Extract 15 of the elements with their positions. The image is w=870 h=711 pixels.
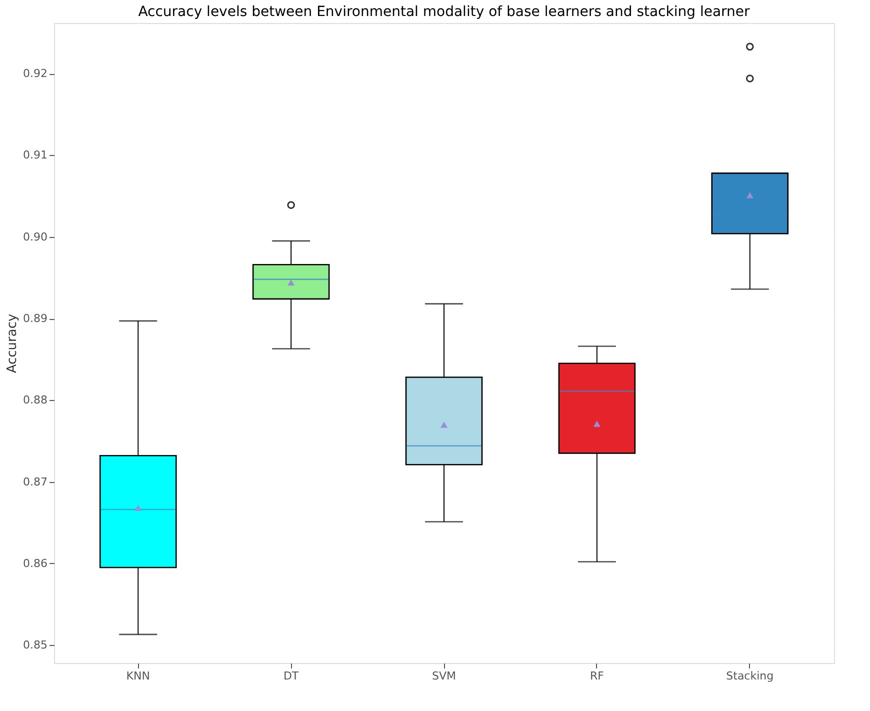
y-tick-label: 0.91 bbox=[23, 148, 48, 162]
y-axis-title: Accuracy bbox=[5, 314, 20, 374]
x-tick-label: DT bbox=[283, 670, 299, 682]
y-tick-label: 0.89 bbox=[23, 312, 48, 326]
x-tick-label: KNN bbox=[126, 670, 150, 682]
x-tick-label: RF bbox=[590, 670, 604, 682]
y-tick-label: 0.92 bbox=[23, 67, 48, 80]
y-tick-label: 0.87 bbox=[23, 475, 48, 488]
x-tick-label: SVM bbox=[432, 670, 456, 682]
x-tick-label: Stacking bbox=[726, 670, 774, 682]
chart-title: Accuracy levels between Environmental modality of base learners and stacking learner bbox=[138, 4, 750, 20]
y-tick-label: 0.90 bbox=[23, 230, 48, 244]
y-tick-label: 0.85 bbox=[23, 638, 48, 652]
y-tick-label: 0.88 bbox=[23, 394, 48, 407]
y-tick-label: 0.86 bbox=[23, 556, 48, 570]
